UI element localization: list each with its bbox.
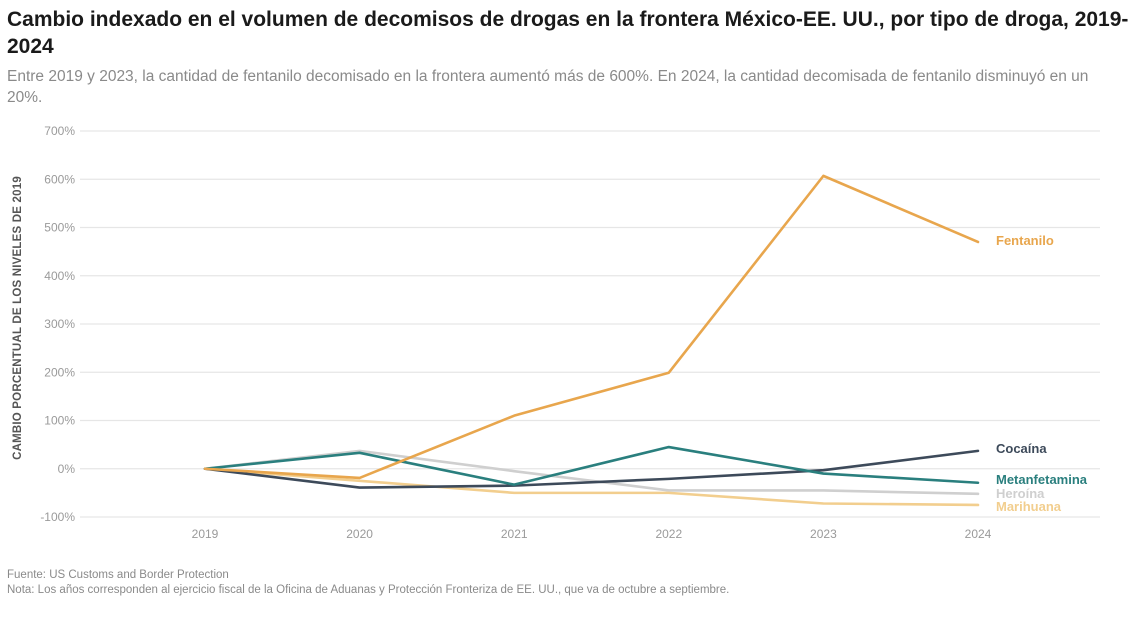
gridlines [80, 130, 1100, 518]
source-note: Fuente: US Customs and Border Protection [7, 569, 229, 581]
series-label-metanfetamina: Metanfetamina [996, 472, 1088, 487]
y-tick-labels: 700% 600% 500% 400% 300% 200% 100% 0% -100% [40, 124, 75, 524]
x-tick-label: 2021 [501, 527, 528, 541]
y-tick-label: 500% [44, 221, 75, 235]
y-tick-label: 200% [44, 365, 75, 379]
series-line-marihuana [203, 467, 980, 507]
y-tick-label: 100% [44, 414, 75, 428]
y-tick-label: 300% [44, 317, 75, 331]
x-tick-label: 2020 [346, 527, 373, 541]
chart-footer: Fuente: US Customs and Border Protection… [7, 568, 729, 598]
footnote: Nota: Los años corresponden al ejercicio… [7, 584, 730, 596]
chart-subtitle: Entre 2019 y 2023, la cantidad de fentan… [7, 68, 1089, 106]
series-label-heroina: Heroína [996, 486, 1045, 501]
y-tick-label: 700% [44, 124, 75, 138]
x-tick-label: 2019 [192, 527, 219, 541]
series-line-metanfetamina [203, 445, 980, 486]
series-label-fentanilo: Fentanilo [996, 233, 1054, 248]
series-label-cocaina: Cocaína [996, 441, 1047, 456]
series-line-cocaina [203, 449, 980, 489]
chart-title: Cambio indexado en el volumen de decomis… [7, 8, 1129, 58]
y-tick-label: 400% [44, 269, 75, 283]
y-tick-label: -100% [40, 510, 75, 524]
x-tick-labels: 2019 2020 2021 2022 2023 2024 [192, 527, 992, 541]
series-line-heroina [203, 449, 980, 496]
series-line-fentanilo [203, 174, 980, 480]
y-tick-label: 600% [44, 172, 75, 186]
x-tick-label: 2023 [810, 527, 837, 541]
series-label-marihuana: Marihuana [996, 499, 1062, 514]
x-tick-label: 2022 [655, 527, 682, 541]
y-tick-label: 0% [58, 462, 76, 476]
x-tick-label: 2024 [965, 527, 992, 541]
series-lines [203, 174, 980, 507]
